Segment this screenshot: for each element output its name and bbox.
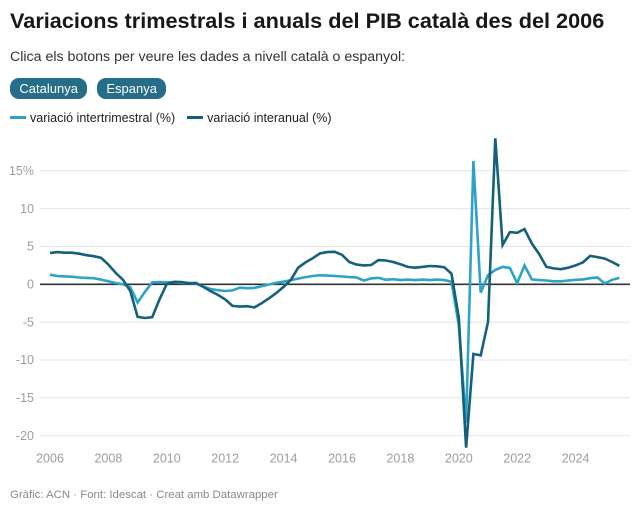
svg-text:2022: 2022 bbox=[503, 452, 531, 466]
svg-text:-20: -20 bbox=[16, 429, 34, 443]
svg-text:5: 5 bbox=[27, 240, 34, 254]
svg-text:-10: -10 bbox=[16, 353, 34, 367]
svg-text:15%: 15% bbox=[9, 164, 34, 178]
svg-text:2016: 2016 bbox=[328, 452, 356, 466]
svg-text:2006: 2006 bbox=[36, 452, 64, 466]
svg-text:2024: 2024 bbox=[562, 452, 590, 466]
svg-text:2014: 2014 bbox=[270, 452, 298, 466]
svg-text:2020: 2020 bbox=[445, 452, 473, 466]
svg-text:2012: 2012 bbox=[211, 452, 239, 466]
svg-text:0: 0 bbox=[27, 278, 34, 292]
svg-text:2010: 2010 bbox=[153, 452, 181, 466]
svg-text:10: 10 bbox=[20, 202, 34, 216]
svg-text:-15: -15 bbox=[16, 391, 34, 405]
svg-text:2018: 2018 bbox=[386, 452, 414, 466]
svg-text:2008: 2008 bbox=[94, 452, 122, 466]
svg-text:-5: -5 bbox=[23, 315, 34, 329]
